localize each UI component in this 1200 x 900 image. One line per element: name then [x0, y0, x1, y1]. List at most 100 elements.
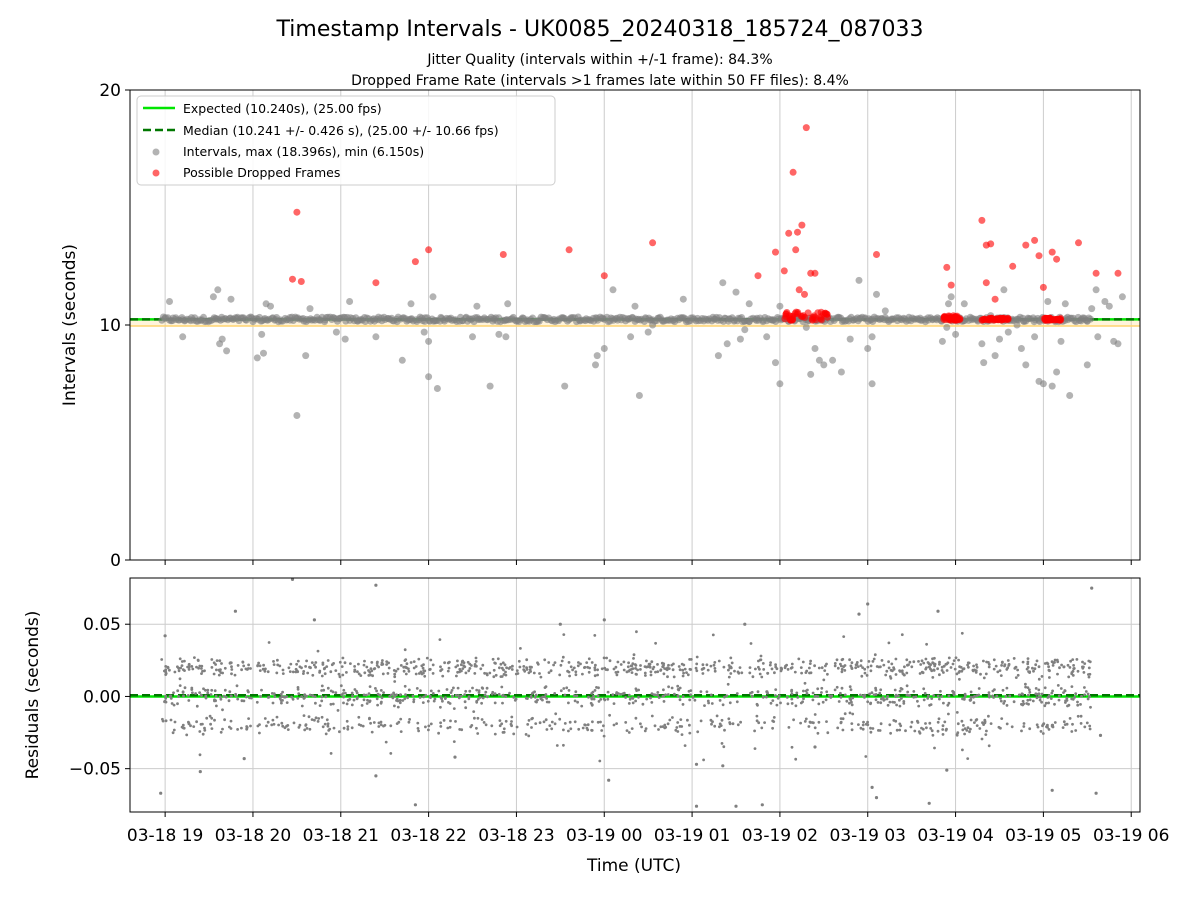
residual-point	[396, 705, 400, 709]
residual-point	[696, 730, 700, 734]
residual-point	[735, 692, 739, 695]
residual-point	[650, 701, 654, 704]
residual-point	[681, 674, 685, 678]
residual-point	[619, 663, 623, 666]
residual-point	[879, 701, 883, 705]
residual-point	[957, 671, 961, 674]
residual-point	[278, 664, 282, 668]
residual-point	[337, 672, 341, 676]
residual-point	[693, 698, 697, 702]
residual-point	[504, 670, 507, 674]
residual-point	[808, 666, 811, 670]
residual-point	[933, 656, 936, 660]
residual-point	[688, 723, 691, 727]
residual-point	[900, 669, 904, 673]
residual-point	[792, 718, 795, 722]
residual-point	[534, 693, 538, 697]
residual-point	[898, 704, 902, 708]
residual-point	[291, 670, 295, 674]
residual-point	[1035, 692, 1039, 696]
residual-point	[212, 661, 216, 665]
residual-point	[213, 718, 216, 722]
residual-point	[972, 701, 976, 705]
residual-point	[215, 668, 218, 672]
residual-point	[825, 662, 828, 666]
residual-point	[464, 689, 468, 693]
residual-point	[374, 687, 377, 690]
residual-point	[1087, 673, 1090, 676]
residual-point	[848, 685, 852, 689]
dropped-frame-point	[1092, 269, 1100, 277]
residual-point	[500, 675, 504, 678]
residual-point	[702, 758, 705, 762]
residual-point	[686, 718, 689, 722]
residual-point	[835, 658, 839, 662]
interval-point	[820, 361, 828, 369]
residual-point	[727, 668, 730, 672]
residual-point	[377, 725, 381, 728]
residual-point	[630, 671, 634, 674]
residual-point	[909, 725, 913, 729]
residual-point	[597, 700, 601, 703]
residual-point	[457, 696, 461, 700]
residual-point	[1087, 675, 1091, 679]
residual-point	[1035, 659, 1039, 663]
residual-point	[606, 690, 610, 694]
residual-point	[611, 693, 615, 697]
residual-point	[715, 714, 719, 718]
residual-point	[1022, 725, 1026, 728]
residual-point	[1083, 662, 1087, 665]
residual-point	[938, 697, 941, 701]
residual-point	[829, 696, 833, 699]
residual-point	[912, 660, 916, 664]
residual-point	[381, 672, 385, 676]
residual-point	[879, 688, 883, 692]
residual-point	[181, 691, 185, 694]
residual-point	[824, 698, 828, 702]
residual-point	[1071, 722, 1074, 726]
residual-point	[367, 692, 371, 695]
residual-point	[374, 774, 378, 778]
residual-point	[978, 727, 982, 730]
residual-point	[833, 688, 837, 692]
residual-point	[981, 721, 984, 725]
residual-point	[670, 686, 674, 690]
residual-point	[276, 658, 279, 662]
residual-point	[596, 694, 600, 698]
residual-point	[198, 664, 202, 668]
residual-point	[1050, 788, 1054, 792]
residual-point	[656, 693, 659, 697]
residual-point	[194, 692, 198, 695]
residual-point	[910, 665, 914, 669]
residual-point	[694, 666, 698, 670]
residual-point	[550, 727, 554, 731]
residual-point	[462, 661, 466, 665]
dropped-frame-point	[297, 278, 305, 285]
residual-point	[828, 694, 831, 697]
residual-point	[773, 671, 776, 675]
residual-point	[369, 721, 372, 725]
residual-point	[790, 662, 794, 666]
residual-point	[662, 662, 666, 666]
residual-point	[236, 664, 240, 667]
residual-point	[628, 697, 632, 701]
residual-point	[442, 719, 446, 722]
residual-point	[987, 714, 990, 718]
residual-point	[987, 661, 990, 664]
residual-point	[649, 696, 652, 700]
residual-point	[941, 733, 945, 736]
residual-point	[843, 664, 847, 667]
residual-point	[825, 720, 828, 723]
residual-point	[402, 669, 406, 673]
residual-point	[390, 693, 393, 697]
x-tick-label: 03-19 00	[566, 826, 642, 846]
residual-point	[553, 722, 557, 726]
interval-point	[644, 328, 652, 336]
residual-point	[562, 633, 566, 636]
residual-point	[240, 726, 243, 730]
residual-point	[991, 689, 995, 693]
residual-point	[472, 710, 476, 713]
residual-point	[296, 697, 300, 700]
residual-point	[316, 720, 320, 723]
residual-point	[198, 770, 202, 774]
